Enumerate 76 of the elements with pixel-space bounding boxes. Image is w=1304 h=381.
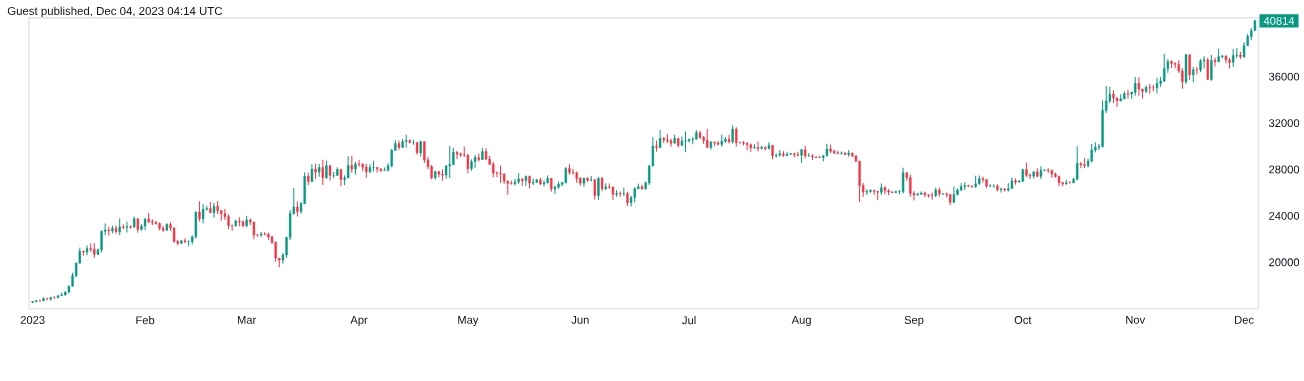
y-tick-label: 32000: [1268, 119, 1300, 128]
candlestick: [325, 160, 328, 180]
candlestick: [756, 141, 760, 152]
candlestick: [212, 202, 216, 219]
candlestick: [1181, 67, 1184, 90]
candlestick: [774, 153, 778, 159]
y-tick-label: 28000: [1269, 165, 1300, 174]
candlestick: [597, 176, 600, 201]
candlestick: [1148, 83, 1151, 95]
chart-title: Guest published, Dec 04, 2023 04:14 UTC: [7, 6, 223, 18]
candlestick: [1115, 96, 1119, 108]
candlestick: [553, 185, 557, 195]
x-tick-label: Mar: [237, 316, 257, 325]
candlestick: [441, 169, 444, 182]
candlestick: [684, 131, 687, 153]
candlestick: [970, 185, 974, 189]
candlestick: [183, 237, 187, 245]
candlestick: [274, 240, 277, 263]
candlestick: [571, 168, 575, 176]
candlestick: [125, 221, 129, 234]
candlestick: [347, 155, 350, 179]
candlestick: [1068, 180, 1072, 184]
x-tick-label: 2023: [20, 316, 45, 325]
candlestick: [53, 296, 56, 300]
x-tick-label: May: [458, 316, 479, 327]
candlestick: [448, 145, 451, 179]
candlestick: [1076, 145, 1079, 181]
candlestick: [941, 193, 945, 196]
x-tick-label: Nov: [1126, 316, 1146, 325]
candlestick: [872, 189, 876, 196]
candlestick: [524, 175, 528, 187]
candlestick: [198, 201, 201, 223]
candlestick: [187, 240, 190, 248]
candlestick: [473, 154, 477, 169]
candlestick: [321, 159, 324, 186]
candlestick: [1155, 77, 1159, 95]
x-tick-label: Apr: [350, 316, 368, 327]
candlestick: [455, 150, 459, 160]
candlestick: [542, 180, 546, 188]
candlestick: [1195, 66, 1199, 76]
x-tick-label: Feb: [136, 316, 155, 325]
candlestick: [593, 179, 596, 201]
annotation: 40814: [1263, 17, 1295, 25]
candlestick: [981, 176, 985, 184]
x-tick-label: Jun: [571, 316, 589, 325]
candlestick: [1210, 54, 1213, 82]
x-tick-label: Jul: [682, 316, 696, 325]
candlestick: [1137, 76, 1141, 97]
candlestick: [735, 126, 738, 148]
candlestick: [1202, 56, 1206, 69]
candlestick: [85, 245, 89, 257]
candlestick: [154, 220, 158, 226]
candlestick: [1163, 53, 1166, 83]
candlestick: [731, 125, 734, 145]
candlestick: [687, 138, 691, 144]
candlestick: [669, 138, 673, 148]
candlestick: [909, 174, 912, 198]
candlestick: [1039, 166, 1043, 180]
candlestick: [883, 185, 887, 195]
x-tick-label: Oct: [1014, 316, 1032, 325]
candlestick: [1188, 53, 1191, 81]
candlestick: [1213, 57, 1217, 68]
candlestick: [1134, 76, 1137, 97]
candlestick: [655, 140, 658, 153]
x-tick-label: Sep: [904, 316, 924, 327]
candlestick: [201, 203, 205, 225]
y-tick-label: 24000: [1269, 212, 1300, 221]
candlestick: [1126, 89, 1130, 100]
x-tick-label: Dec: [1235, 316, 1254, 325]
y-tick-label: 36000: [1268, 72, 1300, 81]
candlestick: [357, 159, 361, 168]
x-tick-label: Aug: [791, 316, 811, 327]
candlestick: [999, 187, 1003, 194]
candlestick: [100, 230, 103, 253]
candlestick: [114, 225, 118, 235]
y-tick-label: 20000: [1269, 258, 1300, 267]
